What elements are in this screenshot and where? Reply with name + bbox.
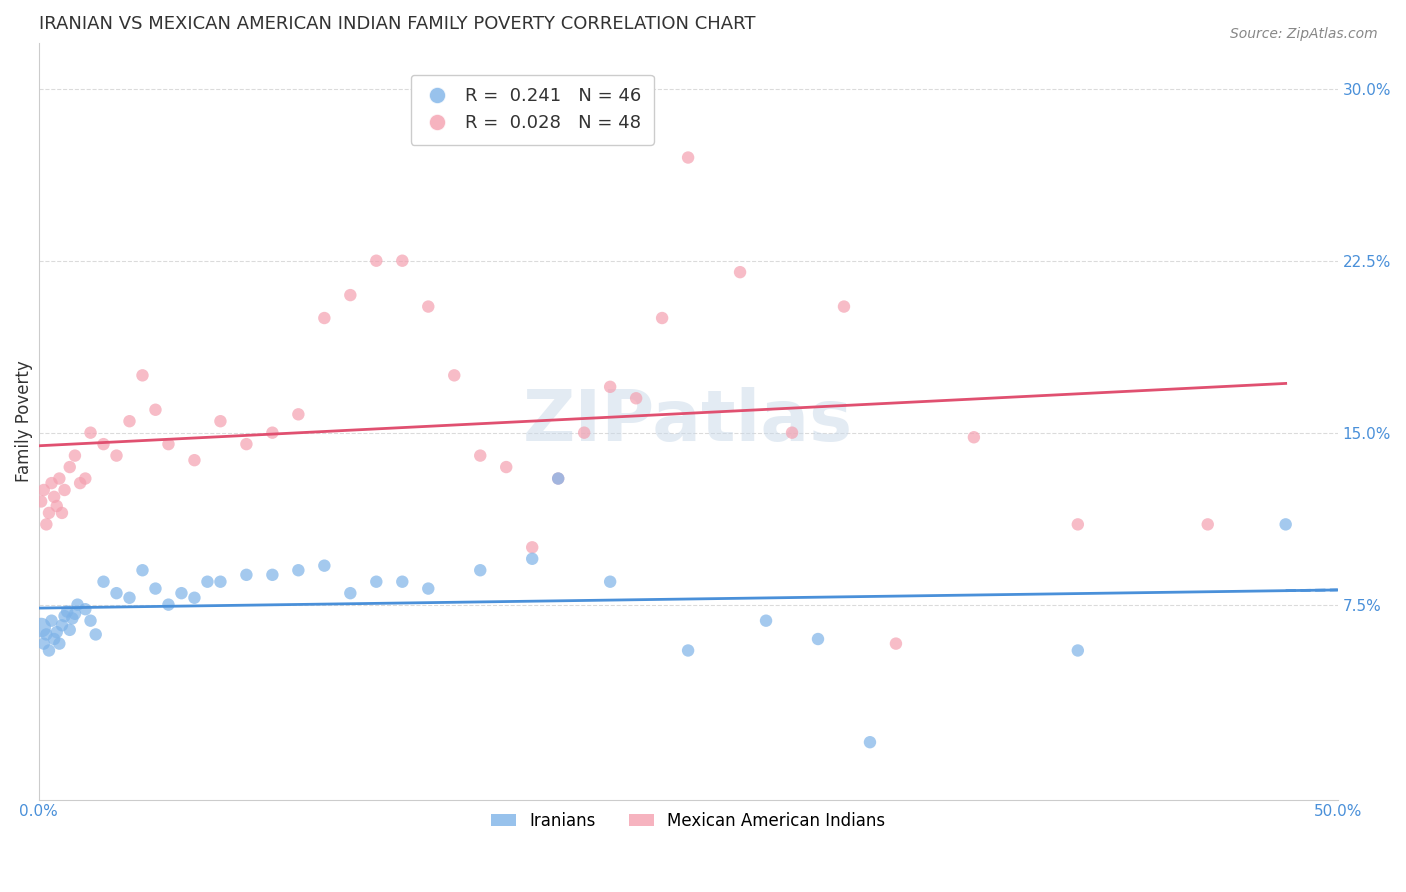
Point	[884, 637, 907, 651]
Point	[676, 151, 699, 165]
Point	[522, 541, 544, 555]
Point	[170, 586, 193, 600]
Point	[807, 632, 830, 646]
Point	[32, 483, 55, 497]
Point	[35, 627, 58, 641]
Point	[59, 623, 82, 637]
Point	[832, 300, 855, 314]
Point	[79, 425, 101, 440]
Point	[391, 253, 413, 268]
Text: IRANIAN VS MEXICAN AMERICAN INDIAN FAMILY POVERTY CORRELATION CHART: IRANIAN VS MEXICAN AMERICAN INDIAN FAMIL…	[38, 15, 755, 33]
Point	[728, 265, 751, 279]
Point	[30, 621, 52, 635]
Point	[44, 632, 66, 646]
Point	[963, 430, 986, 444]
Point	[79, 614, 101, 628]
Point	[676, 643, 699, 657]
Point	[599, 380, 621, 394]
Point	[51, 618, 73, 632]
Point	[780, 425, 803, 440]
Point	[145, 582, 167, 596]
Point	[66, 598, 89, 612]
Point	[63, 449, 86, 463]
Point	[45, 499, 67, 513]
Point	[366, 574, 388, 589]
Point	[1197, 517, 1219, 532]
Point	[48, 471, 70, 485]
Point	[105, 449, 128, 463]
Point	[75, 602, 97, 616]
Point	[314, 311, 336, 326]
Point	[157, 598, 180, 612]
Point	[63, 607, 86, 621]
Point	[44, 490, 66, 504]
Point	[48, 637, 70, 651]
Point	[547, 471, 569, 485]
Point	[41, 476, 63, 491]
Point	[547, 471, 569, 485]
Point	[314, 558, 336, 573]
Point	[755, 614, 778, 628]
Point	[60, 611, 83, 625]
Point	[35, 517, 58, 532]
Point	[183, 591, 205, 605]
Point	[209, 414, 232, 428]
Point	[56, 605, 79, 619]
Point	[470, 449, 492, 463]
Point	[105, 586, 128, 600]
Point	[131, 368, 153, 383]
Point	[209, 574, 232, 589]
Point	[32, 637, 55, 651]
Point	[41, 614, 63, 628]
Point	[145, 402, 167, 417]
Point	[59, 460, 82, 475]
Text: Source: ZipAtlas.com: Source: ZipAtlas.com	[1230, 27, 1378, 41]
Point	[93, 574, 115, 589]
Point	[651, 311, 673, 326]
Point	[599, 574, 621, 589]
Point	[235, 437, 257, 451]
Point	[118, 591, 141, 605]
Point	[183, 453, 205, 467]
Point	[38, 506, 60, 520]
Point	[235, 567, 257, 582]
Point	[197, 574, 219, 589]
Legend: Iranians, Mexican American Indians: Iranians, Mexican American Indians	[484, 805, 891, 837]
Point	[495, 460, 517, 475]
Point	[75, 471, 97, 485]
Point	[859, 735, 882, 749]
Point	[84, 627, 107, 641]
Point	[93, 437, 115, 451]
Point	[572, 425, 595, 440]
Point	[443, 368, 465, 383]
Point	[287, 563, 309, 577]
Point	[30, 494, 52, 508]
Point	[262, 425, 284, 440]
Point	[157, 437, 180, 451]
Point	[366, 253, 388, 268]
Point	[522, 551, 544, 566]
Point	[624, 391, 647, 405]
Point	[262, 567, 284, 582]
Point	[53, 483, 76, 497]
Point	[38, 643, 60, 657]
Point	[1067, 517, 1090, 532]
Point	[51, 506, 73, 520]
Point	[45, 625, 67, 640]
Point	[53, 609, 76, 624]
Point	[1274, 517, 1296, 532]
Point	[339, 586, 361, 600]
Point	[287, 407, 309, 421]
Point	[391, 574, 413, 589]
Point	[470, 563, 492, 577]
Point	[1067, 643, 1090, 657]
Y-axis label: Family Poverty: Family Poverty	[15, 360, 32, 482]
Point	[131, 563, 153, 577]
Point	[69, 476, 91, 491]
Point	[118, 414, 141, 428]
Point	[418, 300, 440, 314]
Point	[418, 582, 440, 596]
Point	[339, 288, 361, 302]
Text: ZIPatlas: ZIPatlas	[523, 387, 853, 456]
